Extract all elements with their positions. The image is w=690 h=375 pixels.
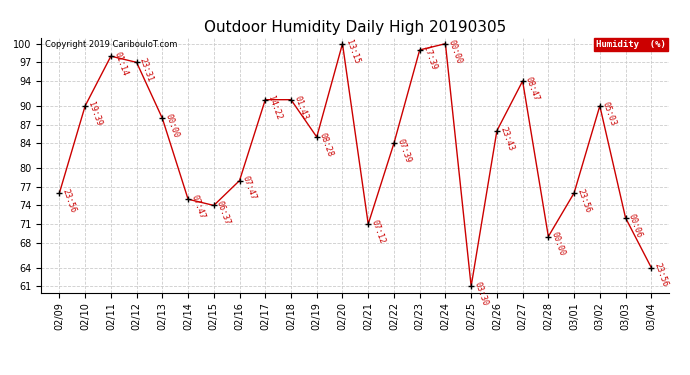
Text: 23:43: 23:43 xyxy=(498,125,515,152)
Text: 07:47: 07:47 xyxy=(189,194,206,220)
Text: 23:56: 23:56 xyxy=(575,188,593,214)
Text: 00:06: 00:06 xyxy=(627,212,644,239)
Text: 05:03: 05:03 xyxy=(601,100,618,127)
Text: 00:00: 00:00 xyxy=(550,231,566,258)
Text: 23:56: 23:56 xyxy=(653,262,669,289)
Text: 08:47: 08:47 xyxy=(524,75,541,102)
Text: 06:37: 06:37 xyxy=(215,200,232,226)
Text: 19:39: 19:39 xyxy=(86,100,104,127)
Text: 07:39: 07:39 xyxy=(395,138,412,164)
Text: 08:28: 08:28 xyxy=(318,132,335,158)
Text: 07:47: 07:47 xyxy=(241,175,258,201)
Text: 01:14: 01:14 xyxy=(112,51,129,77)
Text: 17:39: 17:39 xyxy=(421,44,438,71)
Text: 07:12: 07:12 xyxy=(370,219,386,245)
Text: 23:56: 23:56 xyxy=(61,188,78,214)
Text: 01:43: 01:43 xyxy=(293,94,309,121)
Text: 03:30: 03:30 xyxy=(473,281,489,307)
Text: Copyright 2019 CaribouIoT.com: Copyright 2019 CaribouIoT.com xyxy=(45,40,177,49)
Text: 00:00: 00:00 xyxy=(164,113,181,140)
Text: 23:31: 23:31 xyxy=(138,57,155,83)
Text: 14:22: 14:22 xyxy=(266,94,284,121)
Text: 13:15: 13:15 xyxy=(344,38,361,65)
Text: Humidity  (%): Humidity (%) xyxy=(596,40,666,49)
Text: 00:00: 00:00 xyxy=(446,38,464,65)
Title: Outdoor Humidity Daily High 20190305: Outdoor Humidity Daily High 20190305 xyxy=(204,20,506,35)
